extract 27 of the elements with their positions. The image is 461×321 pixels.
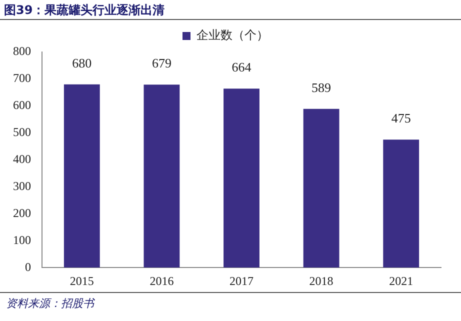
chart-title: 图39：果蔬罐头行业逐渐出清: [0, 0, 461, 20]
data-label: 679: [152, 56, 172, 71]
y-tick-label: 100: [13, 232, 31, 247]
bar: [64, 84, 100, 268]
data-label: 680: [72, 55, 92, 70]
bar: [224, 88, 260, 268]
x-tick-label: 2017: [230, 274, 254, 288]
y-tick-label: 200: [13, 206, 31, 220]
x-tick-label: 2018: [309, 274, 334, 288]
x-tick-label: 2015: [70, 274, 94, 288]
y-tick-label: 300: [13, 178, 31, 193]
data-label: 475: [391, 110, 411, 126]
y-tick-label: 700: [13, 71, 31, 86]
y-tick-label: 400: [13, 152, 31, 166]
y-tick-label: 600: [13, 98, 31, 112]
bar: [144, 84, 180, 268]
text: 资料来源：招股书: [0, 292, 461, 314]
x-tick-label: 2016: [150, 274, 174, 288]
y-tick-label: 800: [13, 44, 31, 58]
data-label: 589: [312, 80, 332, 95]
y-tick-label: 0: [25, 260, 31, 274]
y-tick-label: 500: [13, 125, 31, 140]
legend-label: 企业数（个）: [196, 28, 268, 42]
data-label: 664: [232, 60, 252, 75]
bar: [383, 140, 420, 268]
bar: [303, 108, 340, 268]
x-tick-label: 2021: [389, 274, 414, 288]
